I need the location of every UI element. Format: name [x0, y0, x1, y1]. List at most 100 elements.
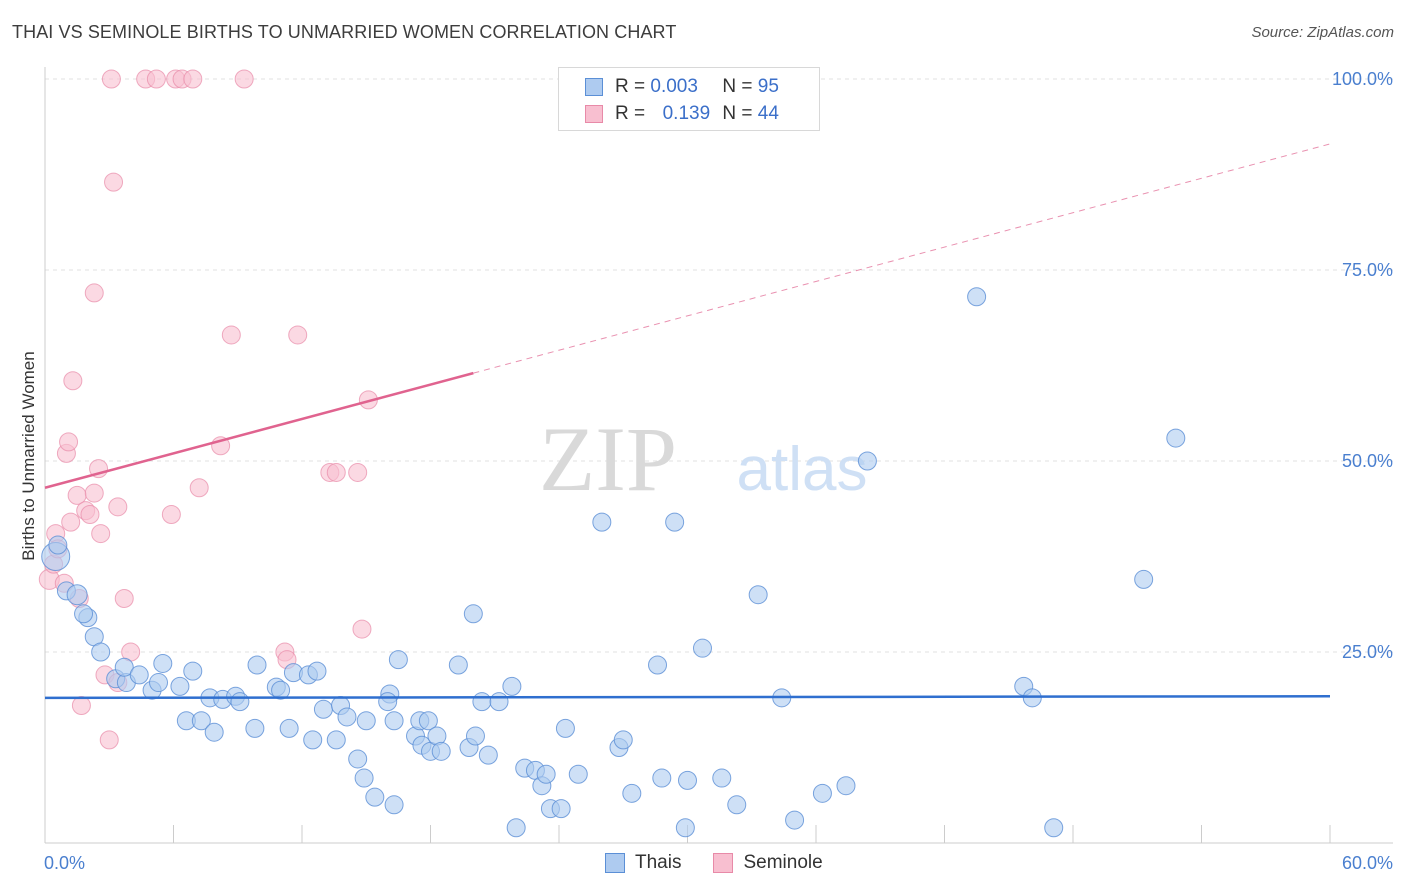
- correlation-legend: R = 0.003 N = 95 R = 0.139 N = 44: [558, 67, 820, 131]
- seminole-point: [189, 478, 209, 498]
- thais-point: [463, 604, 483, 624]
- legend-seminole-swatch: [713, 853, 734, 873]
- thais-point: [204, 722, 224, 742]
- thais-point: [613, 730, 633, 750]
- seminole-point: [234, 69, 254, 89]
- thais-point: [431, 741, 451, 761]
- seminole-point: [63, 371, 83, 391]
- seminole-point: [352, 619, 372, 639]
- thais-point: [622, 783, 642, 803]
- thais-point: [812, 783, 832, 803]
- thais-point: [66, 584, 88, 606]
- seminole-point: [326, 462, 346, 482]
- thais-point: [448, 655, 468, 675]
- thais-point: [129, 665, 149, 685]
- thais-point: [1044, 818, 1064, 838]
- thais-point: [230, 692, 250, 712]
- legend-thais-label: Thais: [635, 852, 682, 873]
- thais-point: [472, 692, 492, 712]
- thais-point: [675, 818, 695, 838]
- thais-point: [692, 638, 712, 658]
- seminole-point: [108, 497, 128, 517]
- thais-point: [245, 718, 265, 738]
- seminole-point: [101, 69, 121, 89]
- seminole-r-value: 0.139: [662, 103, 711, 124]
- thais-point: [665, 512, 685, 532]
- thais-r-label: R =: [615, 76, 646, 97]
- thais-point: [149, 673, 169, 693]
- thais-point: [785, 810, 805, 830]
- thais-point: [551, 799, 571, 819]
- y-tick-labels: 25.0% 50.0% 75.0% 100.0%: [1332, 69, 1393, 662]
- thais-point: [727, 795, 747, 815]
- legend-thais-swatch: [605, 853, 625, 873]
- thais-point: [967, 287, 987, 307]
- thais-point: [384, 711, 404, 731]
- gridlines: [45, 78, 1393, 653]
- seminole-point: [114, 589, 134, 609]
- thais-point: [678, 770, 697, 790]
- legend-row-thais: R = 0.003 N = 95: [585, 75, 779, 99]
- thais-point: [478, 745, 498, 765]
- seminole-n-label: N =: [722, 103, 753, 124]
- thais-n-label: N =: [722, 76, 753, 97]
- thais-n-value: 95: [757, 76, 779, 97]
- thais-point: [555, 718, 575, 738]
- thais-point: [712, 768, 732, 788]
- seminole-point: [84, 283, 104, 303]
- y-tick-label: 75.0%: [1342, 260, 1393, 280]
- thais-point: [271, 680, 291, 700]
- seminole-point: [288, 325, 308, 345]
- thais-point: [170, 676, 190, 696]
- seminole-point: [84, 483, 104, 503]
- thais-point: [365, 787, 385, 807]
- seminole-points: [38, 69, 378, 750]
- thais-point: [114, 657, 134, 677]
- thais-point: [337, 707, 357, 727]
- thais-point: [1134, 569, 1154, 589]
- legend-seminole-label: Seminole: [743, 852, 823, 873]
- source-label: Source: ZipAtlas.com: [1251, 24, 1394, 41]
- thais-point: [465, 726, 485, 746]
- x-tick-max: 60.0%: [1342, 853, 1393, 873]
- seminole-point: [104, 172, 124, 192]
- seminole-point: [183, 69, 203, 89]
- thais-point: [857, 451, 877, 471]
- thais-point: [536, 764, 556, 784]
- thais-point: [247, 655, 267, 675]
- chart-title: THAI VS SEMINOLE BIRTHS TO UNMARRIED WOM…: [12, 22, 677, 42]
- x-tick-min: 0.0%: [44, 853, 85, 873]
- seminole-point: [91, 524, 111, 544]
- series-legend: Thais Seminole: [605, 852, 823, 874]
- thais-point: [748, 585, 768, 605]
- thais-swatch: [585, 78, 603, 96]
- seminole-point: [80, 504, 100, 524]
- seminole-r-label: R =: [615, 103, 646, 124]
- thais-point: [183, 661, 203, 681]
- thais-point: [592, 512, 612, 532]
- seminole-trend-line: [44, 371, 474, 489]
- seminole-swatch: [585, 105, 603, 123]
- thais-points: [41, 287, 1186, 838]
- thais-point: [836, 776, 856, 796]
- y-tick-label: 100.0%: [1332, 69, 1393, 89]
- seminole-point: [221, 325, 241, 345]
- watermark-zip: ZIP: [539, 408, 677, 510]
- thais-point: [648, 655, 668, 675]
- thais-point: [388, 650, 408, 670]
- thais-point: [378, 692, 398, 712]
- thais-point: [307, 661, 327, 681]
- thais-point: [418, 711, 438, 731]
- thais-point: [48, 535, 68, 555]
- thais-point: [348, 749, 368, 769]
- thais-point: [502, 676, 522, 696]
- thais-point: [506, 818, 526, 838]
- thais-point: [303, 730, 323, 750]
- watermark-atlas: atlas: [737, 435, 868, 504]
- seminole-point: [71, 695, 91, 715]
- thais-trend-line: [44, 695, 1331, 700]
- thais-point: [313, 699, 333, 719]
- thais-point: [384, 795, 404, 815]
- thais-point: [91, 642, 111, 662]
